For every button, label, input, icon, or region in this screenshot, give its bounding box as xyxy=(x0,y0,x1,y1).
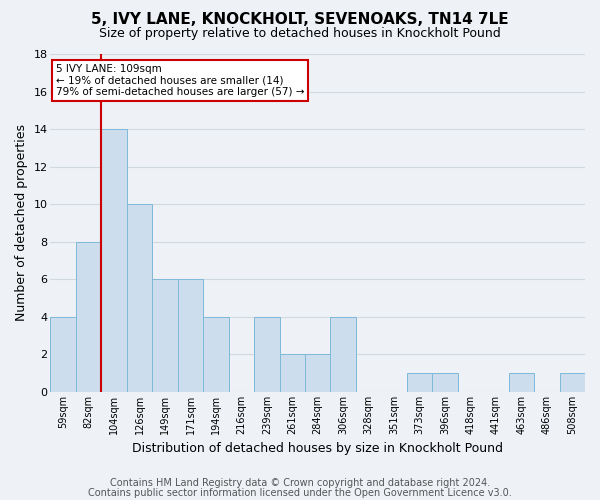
Text: Contains public sector information licensed under the Open Government Licence v3: Contains public sector information licen… xyxy=(88,488,512,498)
Bar xyxy=(331,316,356,392)
Bar xyxy=(101,129,127,392)
Bar xyxy=(407,373,432,392)
X-axis label: Distribution of detached houses by size in Knockholt Pound: Distribution of detached houses by size … xyxy=(132,442,503,455)
Bar xyxy=(178,279,203,392)
Text: Contains HM Land Registry data © Crown copyright and database right 2024.: Contains HM Land Registry data © Crown c… xyxy=(110,478,490,488)
Bar xyxy=(560,373,585,392)
Bar xyxy=(509,373,534,392)
Bar xyxy=(203,316,229,392)
Text: 5 IVY LANE: 109sqm
← 19% of detached houses are smaller (14)
79% of semi-detache: 5 IVY LANE: 109sqm ← 19% of detached hou… xyxy=(56,64,304,98)
Bar xyxy=(127,204,152,392)
Bar xyxy=(280,354,305,392)
Bar xyxy=(76,242,101,392)
Y-axis label: Number of detached properties: Number of detached properties xyxy=(15,124,28,322)
Bar xyxy=(305,354,331,392)
Text: Size of property relative to detached houses in Knockholt Pound: Size of property relative to detached ho… xyxy=(99,28,501,40)
Bar xyxy=(254,316,280,392)
Bar xyxy=(152,279,178,392)
Text: 5, IVY LANE, KNOCKHOLT, SEVENOAKS, TN14 7LE: 5, IVY LANE, KNOCKHOLT, SEVENOAKS, TN14 … xyxy=(91,12,509,28)
Bar xyxy=(432,373,458,392)
Bar xyxy=(50,316,76,392)
